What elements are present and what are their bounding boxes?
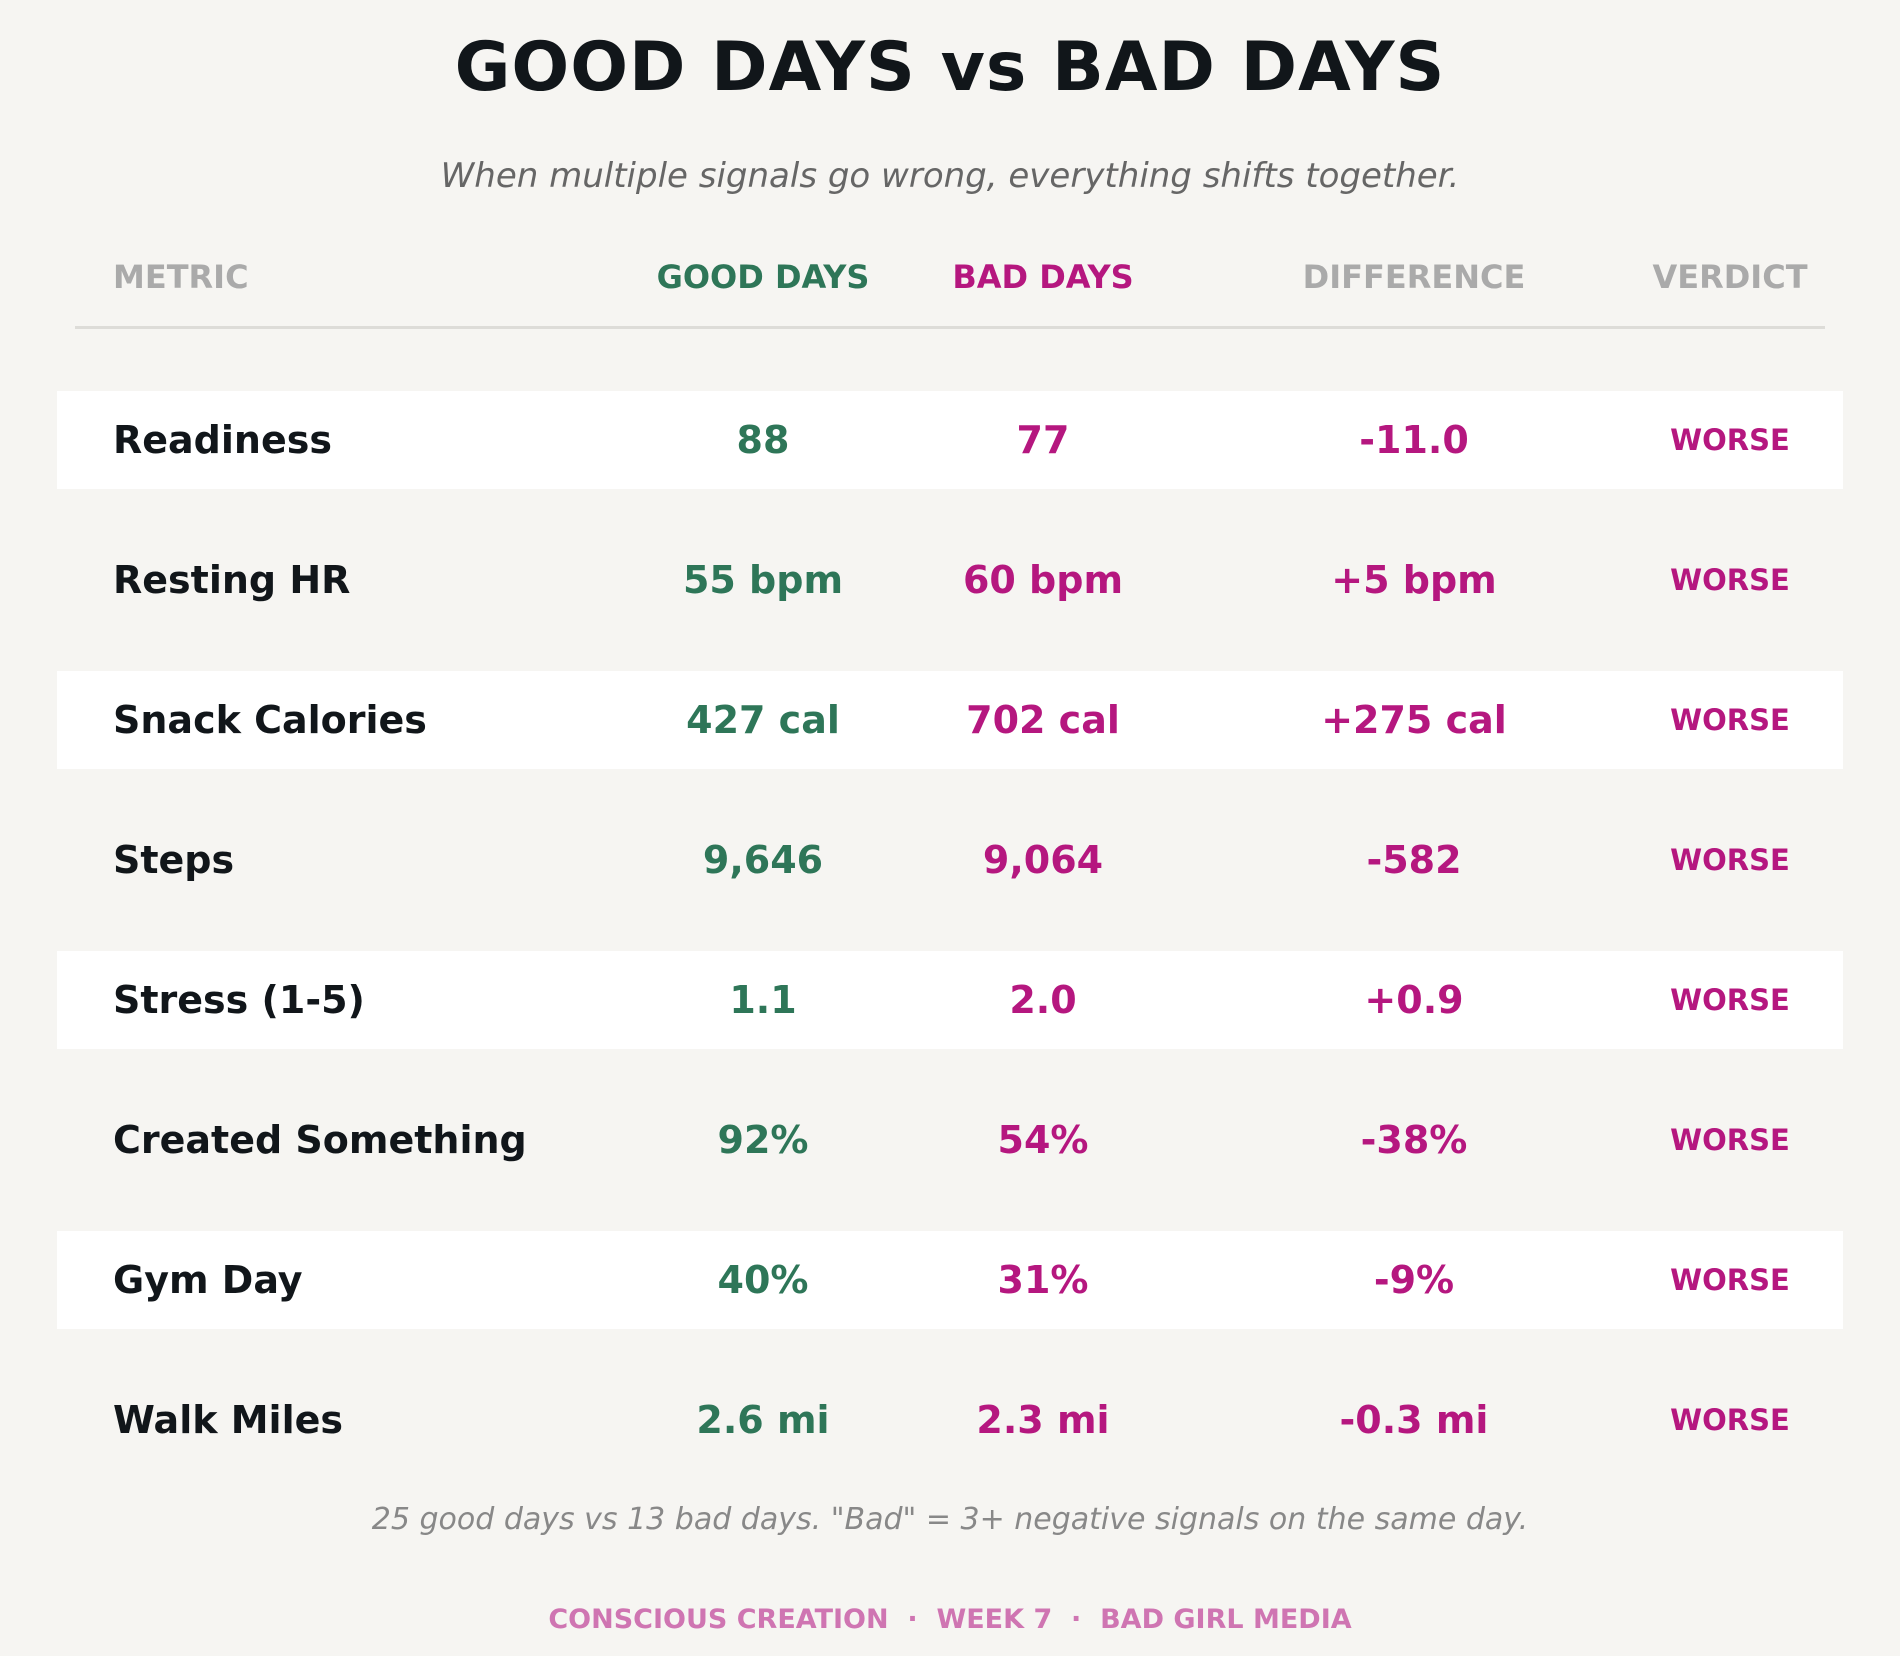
verdict-value: WORSE [1670, 843, 1790, 877]
metric-label: Gym Day [113, 1258, 303, 1302]
bad-value: 77 [1016, 418, 1070, 462]
header-metric: METRIC [113, 258, 249, 296]
difference-value: -11.0 [1359, 418, 1469, 462]
table-row: Snack Calories 427 cal 702 cal +275 cal … [57, 671, 1843, 769]
good-value: 88 [736, 418, 790, 462]
bad-value: 31% [997, 1258, 1089, 1302]
difference-value: -582 [1366, 838, 1462, 882]
good-value: 9,646 [702, 838, 824, 882]
bad-value: 60 bpm [962, 558, 1124, 602]
bad-value: 9,064 [982, 838, 1104, 882]
metric-label: Stress (1-5) [113, 978, 365, 1022]
difference-value: -0.3 mi [1339, 1398, 1489, 1442]
table-row: Walk Miles 2.6 mi 2.3 mi -0.3 mi WORSE [57, 1371, 1843, 1469]
verdict-value: WORSE [1670, 983, 1790, 1017]
verdict-value: WORSE [1670, 1403, 1790, 1437]
difference-value: +5 bpm [1331, 558, 1497, 602]
table-row: Steps 9,646 9,064 -582 WORSE [57, 811, 1843, 909]
table-row: Created Something 92% 54% -38% WORSE [57, 1091, 1843, 1189]
metric-label: Steps [113, 838, 235, 882]
difference-value: +275 cal [1321, 698, 1507, 742]
footnote: 25 good days vs 13 bad days. "Bad" = 3+ … [371, 1502, 1529, 1537]
good-value: 55 bpm [682, 558, 844, 602]
verdict-value: WORSE [1670, 703, 1790, 737]
table-row: Resting HR 55 bpm 60 bpm +5 bpm WORSE [57, 531, 1843, 629]
chart-title: GOOD DAYS vs BAD DAYS [454, 28, 1446, 107]
metric-label: Resting HR [113, 558, 351, 602]
good-value: 1.1 [729, 978, 797, 1022]
verdict-value: WORSE [1670, 1263, 1790, 1297]
difference-value: -38% [1360, 1118, 1468, 1162]
table-row: Stress (1-5) 1.1 2.0 +0.9 WORSE [57, 951, 1843, 1049]
difference-value: +0.9 [1364, 978, 1464, 1022]
metric-label: Readiness [113, 418, 332, 462]
header-divider [75, 326, 1825, 329]
bad-value: 2.0 [1009, 978, 1077, 1022]
bad-value: 702 cal [966, 698, 1120, 742]
verdict-value: WORSE [1670, 1123, 1790, 1157]
header-bad-days: BAD DAYS [952, 258, 1134, 296]
header-verdict: VERDICT [1652, 258, 1808, 296]
header-good-days: GOOD DAYS [656, 258, 870, 296]
header-difference: DIFFERENCE [1302, 258, 1526, 296]
verdict-value: WORSE [1670, 563, 1790, 597]
bad-value: 2.3 mi [976, 1398, 1110, 1442]
metric-label: Created Something [113, 1118, 527, 1162]
chart-subtitle: When multiple signals go wrong, everythi… [440, 156, 1460, 196]
good-value: 2.6 mi [696, 1398, 830, 1442]
metric-label: Walk Miles [113, 1398, 343, 1442]
good-value: 92% [717, 1118, 809, 1162]
brand-footer: CONSCIOUS CREATION · WEEK 7 · BAD GIRL M… [548, 1604, 1352, 1635]
difference-value: -9% [1373, 1258, 1455, 1302]
metric-label: Snack Calories [113, 698, 427, 742]
good-value: 427 cal [686, 698, 840, 742]
good-value: 40% [717, 1258, 809, 1302]
verdict-value: WORSE [1670, 423, 1790, 457]
table-row: Readiness 88 77 -11.0 WORSE [57, 391, 1843, 489]
bad-value: 54% [997, 1118, 1089, 1162]
table-row: Gym Day 40% 31% -9% WORSE [57, 1231, 1843, 1329]
